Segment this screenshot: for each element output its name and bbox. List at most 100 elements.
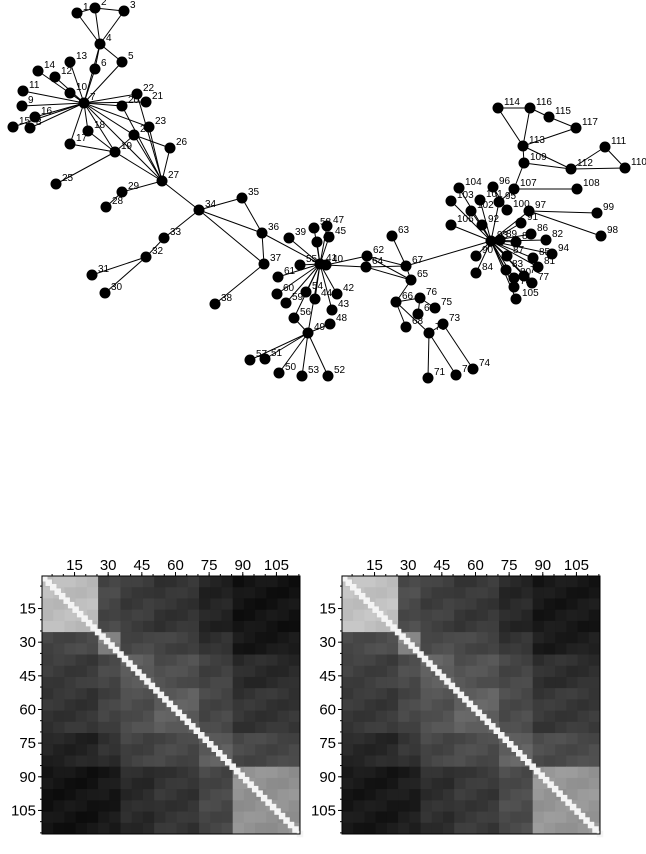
heatmap-cell — [476, 699, 489, 712]
heatmap-cell — [510, 721, 522, 734]
heatmap-cell — [364, 688, 377, 700]
heatmap-cell — [487, 620, 500, 633]
heatmap-cell — [53, 744, 65, 756]
graph-edge — [29, 102, 85, 129]
heatmap-cell — [165, 822, 178, 835]
heatmap-y-tick-label: 45 — [319, 668, 336, 685]
heatmap-cell — [199, 800, 211, 813]
heatmap-cell — [86, 699, 99, 712]
heatmap-cell — [442, 811, 455, 824]
graph-node-label: 3 — [130, 0, 136, 11]
heatmap-cell — [232, 598, 245, 611]
heatmap-cell — [131, 811, 144, 824]
heatmap-cell — [42, 676, 54, 689]
heatmap-cell — [442, 587, 455, 599]
heatmap-cell — [98, 665, 110, 678]
graph-node — [543, 111, 555, 123]
heatmap-cell — [120, 777, 133, 790]
heatmap-cell — [386, 598, 399, 611]
heatmap-diagonal-cell — [54, 588, 61, 595]
heatmap-cell — [165, 710, 178, 723]
heatmap-cell — [98, 587, 110, 599]
heatmap-cell — [255, 777, 267, 790]
heatmap-cell — [521, 710, 534, 723]
heatmap-cell — [353, 632, 365, 644]
graph-node-label: 62 — [373, 245, 385, 256]
heatmap-cell — [266, 822, 279, 835]
heatmap-cell — [266, 587, 279, 599]
heatmap-cell — [510, 822, 522, 835]
heatmap-cell — [42, 699, 54, 712]
heatmap-x-tick-label: 90 — [234, 557, 251, 574]
heatmap-cell — [487, 632, 500, 644]
heatmap-cell — [288, 766, 301, 779]
heatmap-cell — [577, 676, 590, 689]
heatmap-diagonal-cell — [390, 624, 397, 631]
graph-node — [100, 201, 112, 213]
heatmap-cell — [255, 676, 267, 689]
heatmap-cell — [543, 733, 556, 745]
graph-node-label: 86 — [537, 223, 549, 234]
heatmap-cell — [86, 789, 99, 801]
heatmap-cell — [277, 609, 290, 622]
heatmap-cell — [142, 688, 155, 700]
graph-node — [386, 230, 398, 242]
heatmap-cell — [555, 676, 567, 689]
heatmap-cell — [42, 620, 54, 633]
graph-node-label: 52 — [334, 365, 346, 376]
graph-edge — [21, 102, 85, 107]
graph-edge — [83, 61, 123, 104]
heatmap-cell — [64, 721, 77, 734]
heatmap-cell — [165, 721, 178, 734]
heatmap-cell — [487, 643, 500, 656]
heatmap-cell — [409, 699, 422, 712]
heatmap-cell — [176, 587, 189, 599]
heatmap-cell — [210, 721, 222, 734]
graph-node-label: 29 — [128, 181, 140, 192]
heatmap-cell — [221, 632, 234, 644]
heatmap-cell — [442, 721, 455, 734]
graph-edge — [479, 199, 492, 242]
graph-node — [524, 102, 536, 114]
heatmap-cell — [543, 789, 556, 801]
heatmap-cell — [64, 800, 77, 813]
heatmap-cell — [86, 598, 99, 611]
graph-node — [412, 308, 424, 320]
heatmap-diagonal-cell — [117, 651, 124, 658]
graph-node-label: 59 — [292, 292, 304, 303]
graph-node — [546, 248, 558, 260]
heatmap-cell — [86, 688, 99, 700]
heatmap-cell — [588, 587, 601, 599]
heatmap-cell — [487, 699, 500, 712]
heatmap-diagonal-cell — [108, 642, 115, 649]
heatmap-y-tick-label: 15 — [19, 601, 36, 618]
heatmap-cell — [588, 800, 601, 813]
heatmap-cell — [386, 822, 399, 835]
heatmap-cell — [154, 654, 166, 667]
heatmap-cell — [386, 789, 399, 801]
heatmap-cell — [588, 643, 601, 656]
heatmap-diagonal-cell — [385, 619, 393, 627]
heatmap-cell — [131, 733, 144, 745]
heatmap-cell — [109, 632, 122, 644]
heatmap-cell — [109, 676, 122, 689]
heatmap-diagonal-cell — [471, 705, 478, 712]
heatmap-cell — [588, 733, 601, 745]
graph-node — [429, 302, 441, 314]
graph-node-label: 34 — [205, 199, 217, 210]
heatmap-cell — [98, 733, 110, 745]
heatmap-cell — [353, 822, 365, 835]
heatmap-diagonal-cell — [574, 808, 581, 815]
heatmap-cell — [577, 609, 590, 622]
heatmap-cell — [210, 620, 222, 633]
heatmap-cell — [398, 777, 410, 790]
heatmap-cell — [375, 643, 388, 656]
heatmap-cell — [454, 609, 466, 622]
heatmap-cell — [465, 643, 478, 656]
graph-edge — [366, 255, 407, 267]
heatmap-cell — [398, 654, 410, 667]
heatmap-diagonal-cell — [256, 790, 263, 797]
heatmap-diagonal-cell — [448, 682, 456, 690]
graph-node-label: 111 — [611, 136, 627, 147]
heatmap-cell — [221, 576, 234, 588]
